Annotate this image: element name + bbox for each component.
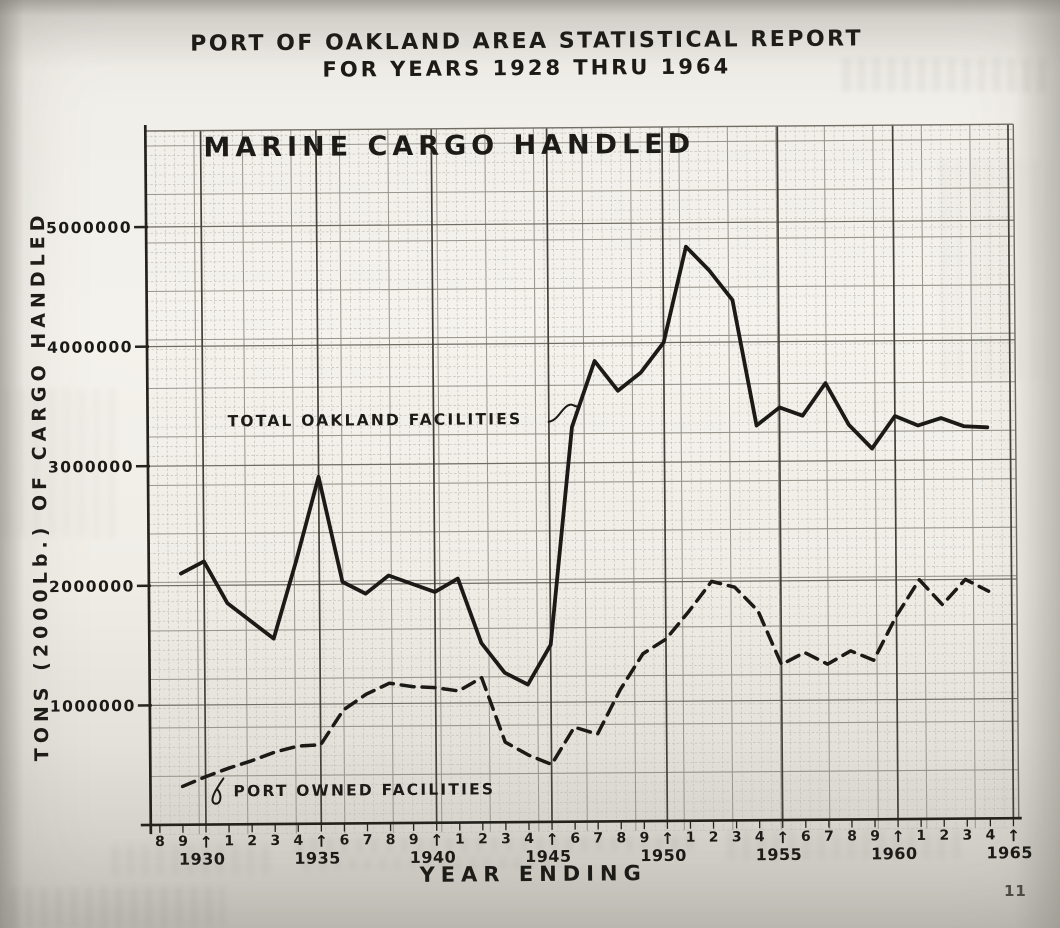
svg-text:8: 8	[847, 828, 857, 844]
svg-text:4: 4	[755, 829, 765, 845]
svg-text:2000000: 2000000	[49, 577, 135, 596]
svg-text:2: 2	[478, 831, 488, 847]
series-label-total-oakland-facilities: TOTAL OAKLAND FACILITIES	[227, 410, 523, 431]
chart-title: MARINE CARGO HANDLED	[203, 128, 696, 164]
svg-text:3: 3	[732, 829, 742, 845]
svg-text:1: 1	[224, 833, 234, 849]
svg-text:9: 9	[409, 832, 419, 848]
svg-text:↑: ↑	[199, 833, 213, 852]
svg-text:7: 7	[363, 832, 373, 848]
svg-text:1950: 1950	[640, 846, 687, 865]
svg-text:1945: 1945	[525, 847, 572, 866]
svg-text:↑: ↑	[315, 832, 329, 851]
svg-text:1: 1	[916, 828, 926, 844]
svg-text:4: 4	[524, 831, 534, 847]
svg-text:1: 1	[455, 832, 465, 848]
svg-text:1940: 1940	[410, 848, 457, 867]
svg-text:1955: 1955	[756, 845, 803, 864]
svg-text:1935: 1935	[294, 848, 341, 867]
svg-text:5000000: 5000000	[46, 219, 132, 238]
svg-text:3: 3	[962, 828, 972, 844]
svg-text:2: 2	[247, 833, 257, 849]
svg-text:8: 8	[386, 832, 396, 848]
svg-text:4: 4	[986, 827, 996, 843]
svg-text:2: 2	[709, 830, 719, 846]
series-label-port-owned-facilities: PORT OWNED FACILITIES	[233, 780, 496, 801]
svg-text:↑: ↑	[661, 829, 675, 848]
svg-text:8: 8	[616, 830, 626, 846]
svg-text:9: 9	[178, 834, 188, 850]
svg-text:1000000: 1000000	[50, 697, 136, 716]
svg-text:6: 6	[570, 831, 580, 847]
svg-text:↑: ↑	[430, 831, 444, 850]
svg-text:6: 6	[340, 832, 350, 848]
svg-text:4000000: 4000000	[47, 338, 133, 357]
svg-text:3000000: 3000000	[48, 458, 134, 477]
svg-text:↑: ↑	[1007, 826, 1021, 845]
svg-text:↑: ↑	[891, 827, 905, 846]
svg-text:9: 9	[870, 828, 880, 844]
svg-text:1930: 1930	[179, 849, 226, 868]
svg-text:8: 8	[155, 834, 165, 850]
svg-text:↑: ↑	[545, 830, 559, 849]
svg-text:3: 3	[270, 833, 280, 849]
svg-text:7: 7	[593, 830, 603, 846]
svg-text:2: 2	[939, 828, 949, 844]
svg-text:7: 7	[824, 829, 834, 845]
page-number: 11	[1004, 882, 1027, 900]
svg-text:3: 3	[501, 831, 511, 847]
svg-text:↑: ↑	[776, 828, 790, 847]
svg-text:1965: 1965	[986, 843, 1033, 862]
svg-text:4: 4	[293, 833, 303, 849]
svg-text:6: 6	[801, 829, 811, 845]
svg-text:1: 1	[686, 830, 696, 846]
svg-text:9: 9	[639, 830, 649, 846]
svg-text:1960: 1960	[871, 844, 918, 863]
